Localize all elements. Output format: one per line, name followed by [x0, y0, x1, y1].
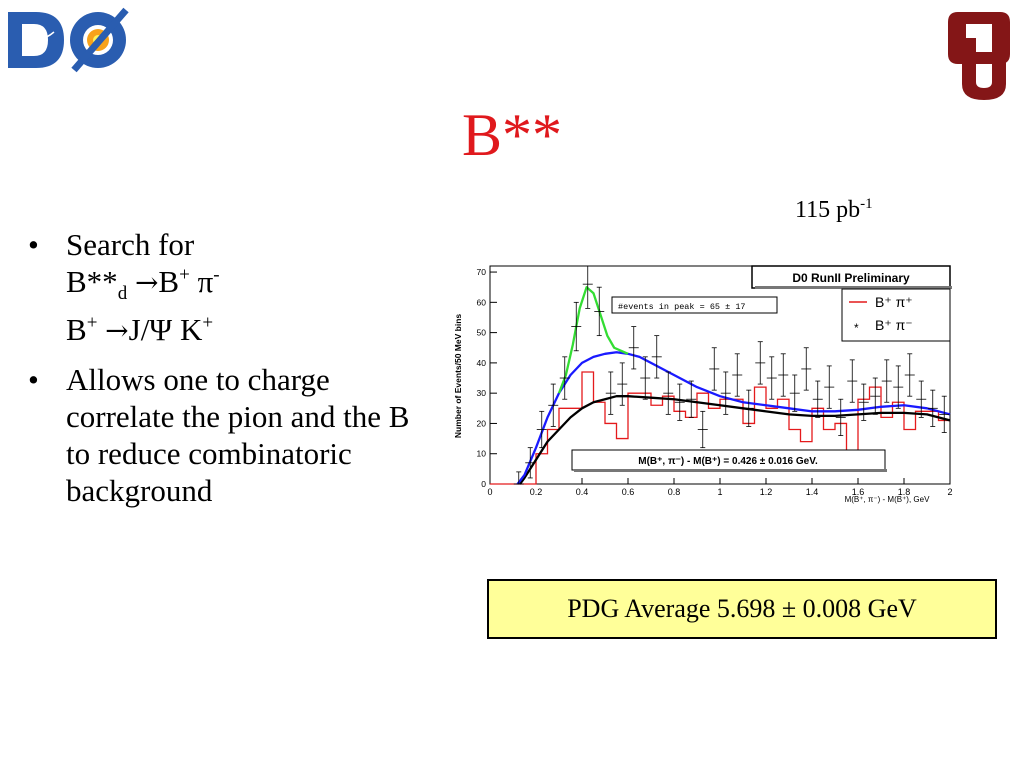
x-tick-label: 0.2	[530, 487, 543, 497]
y-tick-label: 50	[477, 328, 487, 338]
pdg-average-text: PDG Average 5.698 ± 0.008 GeV	[567, 594, 917, 623]
x-tick-label: 2	[947, 487, 952, 497]
x-tick-label: 0.6	[622, 487, 635, 497]
y-tick-label: 60	[477, 297, 487, 307]
x-tick-label: 0.8	[668, 487, 681, 497]
x-tick-label: 0	[487, 487, 492, 497]
mass-annotation-box: M(B⁺, π⁻) - M(B⁺) = 0.426 ± 0.016 GeV.	[571, 449, 887, 472]
legend-label-bplus-piplus: B⁺ π⁺	[875, 294, 913, 310]
bstarstar-symbol: B**	[66, 264, 118, 299]
bullet-search-line1: Search for	[66, 227, 195, 262]
pdg-average-box: PDG Average 5.698 ± 0.008 GeV	[487, 579, 997, 639]
mass-annotation: M(B⁺, π⁻) - M(B⁺) = 0.426 ± 0.016 GeV.	[638, 456, 818, 467]
y-tick-label: 70	[477, 267, 487, 277]
legend: B⁺ π⁺ * B⁺ π⁻	[841, 288, 951, 342]
bstarstar-subscript: d	[117, 283, 128, 305]
decay-k-sup: +	[202, 312, 214, 334]
pion-superscript: -	[213, 264, 220, 286]
peak-annotation: #events in peak = 65 ± 17	[618, 302, 746, 312]
bplus-symbol: B	[158, 264, 180, 299]
ou-logo	[948, 12, 1010, 100]
bullet-correlate: • Allows one to charge correlate the pio…	[28, 361, 423, 509]
bplus-superscript: +	[179, 264, 190, 286]
pion-symbol: π	[197, 264, 214, 299]
luminosity-label: 115 pb-1	[795, 197, 873, 224]
x-tick-label: 1.8	[898, 487, 911, 497]
x-tick-label: 1.4	[806, 487, 819, 497]
decay-b-sup: +	[86, 312, 98, 334]
bullet-search: • Search for B**d →B+ π-	[28, 226, 423, 305]
decay-jpsi: J/Ψ	[128, 312, 173, 347]
x-tick-label: 1.2	[760, 487, 773, 497]
x-tick-label: 1.6	[852, 487, 865, 497]
y-axis-label: Number of Events/50 MeV bins	[453, 314, 463, 438]
bullet-search-line2: B**d →B+ π-	[66, 263, 423, 305]
peak-annotation-box: #events in peak = 65 ± 17	[611, 296, 778, 314]
y-tick-label: 30	[477, 388, 487, 398]
y-tick-label: 40	[477, 358, 487, 368]
decay-b: B	[66, 312, 87, 347]
bullet-dot: •	[28, 362, 39, 397]
bullet-list: • Search for B**d →B+ π- B+ →J/Ψ K+ • Al…	[28, 226, 423, 509]
luminosity-exponent: -1	[860, 196, 873, 212]
x-tick-label: 0.4	[576, 487, 589, 497]
d0-experiment-logo	[2, 4, 142, 76]
chart-banner: D0 RunII Preliminary	[792, 271, 910, 285]
bplus-decay-line: B+ →J/Ψ K+	[28, 311, 423, 349]
y-tick-label: 20	[477, 418, 487, 428]
bullet-dot: •	[28, 227, 39, 262]
fit-curve	[518, 395, 951, 485]
banner-box: D0 RunII Preliminary	[751, 265, 952, 289]
legend-star-marker: *	[854, 321, 859, 335]
arrow-symbol: →	[134, 266, 159, 299]
x-axis-label: M(B⁺, π⁻) - M(B⁺), GeV	[845, 495, 931, 504]
slide-title: B**	[461, 102, 563, 168]
fit-curve	[557, 286, 629, 394]
x-tick-label: 1	[717, 487, 722, 497]
y-tick-label: 0	[481, 479, 486, 489]
y-tick-label: 10	[477, 449, 487, 459]
bullet-correlate-text: Allows one to charge correlate the pion …	[66, 362, 410, 508]
decay-arrow: →	[105, 314, 129, 347]
luminosity-value: 115 pb	[795, 197, 861, 223]
legend-label-bplus-piminus: B⁺ π⁻	[875, 317, 913, 333]
decay-k: K	[179, 312, 203, 347]
mass-difference-chart: Number of Events/50 MeV bins M(B⁺, π⁻) -…	[453, 265, 953, 504]
